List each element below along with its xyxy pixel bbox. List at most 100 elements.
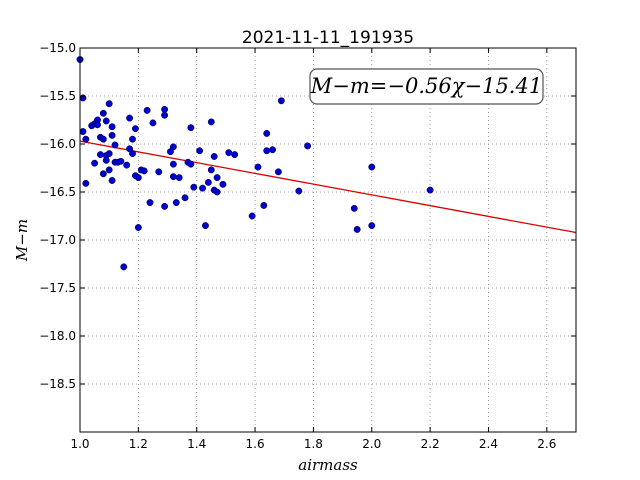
data-point xyxy=(105,166,113,174)
data-point xyxy=(91,159,99,167)
data-point xyxy=(94,121,101,129)
data-point xyxy=(155,168,163,176)
data-point xyxy=(295,187,303,195)
x-tick-label: 2.0 xyxy=(362,437,381,451)
data-point xyxy=(169,173,177,181)
data-point xyxy=(231,151,239,159)
y-tick-label: −16.5 xyxy=(39,185,76,199)
data-point xyxy=(277,97,285,105)
data-point xyxy=(202,222,209,230)
fit-line-group xyxy=(79,140,577,234)
data-point xyxy=(149,119,157,127)
data-point xyxy=(353,225,361,233)
data-point xyxy=(105,150,113,158)
data-point xyxy=(129,150,136,158)
y-tick-labels: −15.0 −15.5 −16.0 −16.5 −17.0 −17.5 −18.0 −18.5 xyxy=(39,41,76,391)
data-point xyxy=(102,156,110,164)
fit-annotation: M−m=−0.56χ−15.41 xyxy=(309,68,544,105)
data-point xyxy=(248,212,256,220)
y-tick-label: −15.0 xyxy=(39,41,76,55)
data-point xyxy=(196,147,204,155)
chart-title: 2021-11-11_191935 xyxy=(242,28,414,48)
data-point xyxy=(129,135,136,143)
data-point xyxy=(350,204,358,212)
y-tick-label: −15.5 xyxy=(39,89,76,103)
fit-line xyxy=(79,140,577,234)
fit-equation-text: M−m=−0.56χ−15.41 xyxy=(310,74,542,98)
x-tick-labels: 1.0 1.2 1.4 1.6 1.8 2.0 2.2 2.4 2.6 xyxy=(70,437,556,451)
data-point xyxy=(99,109,107,117)
data-point xyxy=(79,128,87,135)
data-point xyxy=(123,161,131,169)
y-tick-label: −18.5 xyxy=(39,377,76,391)
data-point xyxy=(368,163,376,171)
data-point xyxy=(131,125,139,133)
data-point xyxy=(108,177,116,184)
data-point xyxy=(146,199,154,207)
y-axis-label: M−m xyxy=(13,219,31,262)
data-point xyxy=(117,157,125,165)
data-point xyxy=(169,143,177,151)
data-point xyxy=(274,168,282,176)
x-tick-label: 1.6 xyxy=(246,437,265,451)
data-point xyxy=(204,178,212,186)
data-point xyxy=(140,167,148,175)
data-point xyxy=(263,147,271,155)
data-point xyxy=(368,222,376,230)
data-point xyxy=(120,263,128,271)
x-tick-label: 2.6 xyxy=(537,437,556,451)
data-point xyxy=(82,135,90,143)
x-axis-label: airmass xyxy=(298,456,358,474)
data-point xyxy=(96,151,104,159)
data-point xyxy=(134,224,142,231)
data-point xyxy=(82,179,90,187)
data-point xyxy=(143,106,151,114)
data-point xyxy=(426,186,434,194)
x-tick-label: 2.4 xyxy=(479,437,498,451)
data-point xyxy=(260,201,268,209)
data-point xyxy=(190,183,198,191)
y-tick-label: −17.0 xyxy=(39,233,76,247)
data-point xyxy=(161,202,169,210)
annotation-box xyxy=(309,68,544,105)
x-tick-label: 2.2 xyxy=(421,437,440,451)
data-point xyxy=(219,180,227,188)
data-point xyxy=(102,117,110,125)
y-tick-label: −18.0 xyxy=(39,329,76,343)
data-point xyxy=(105,100,113,108)
data-point xyxy=(111,141,119,149)
x-tick-label: 1.0 xyxy=(70,437,89,451)
data-point xyxy=(207,166,215,174)
data-point xyxy=(207,118,215,126)
data-point xyxy=(161,111,169,119)
y-tick-label: −16.0 xyxy=(39,137,76,151)
data-point xyxy=(108,131,116,139)
data-point xyxy=(263,129,271,137)
data-point xyxy=(161,105,169,113)
scatter-points xyxy=(76,56,434,271)
x-tick-label: 1.2 xyxy=(129,437,148,451)
data-point xyxy=(210,153,218,160)
axis-ticks xyxy=(79,47,576,432)
data-point xyxy=(187,124,195,132)
data-point xyxy=(187,160,195,168)
y-tick-label: −17.5 xyxy=(39,281,76,295)
data-point xyxy=(126,114,134,122)
data-point xyxy=(108,123,116,131)
data-point xyxy=(134,174,142,182)
x-tick-label: 1.4 xyxy=(187,437,206,451)
data-point xyxy=(181,194,189,202)
data-point xyxy=(304,142,312,150)
data-point xyxy=(269,146,277,154)
data-point xyxy=(172,199,180,207)
x-tick-label: 1.8 xyxy=(304,437,323,451)
data-point xyxy=(254,163,262,171)
data-point xyxy=(213,188,221,196)
data-point xyxy=(99,135,107,143)
data-point xyxy=(99,170,107,178)
data-point xyxy=(175,174,183,182)
data-point xyxy=(213,174,221,182)
data-point xyxy=(199,184,206,192)
data-point xyxy=(225,149,233,157)
